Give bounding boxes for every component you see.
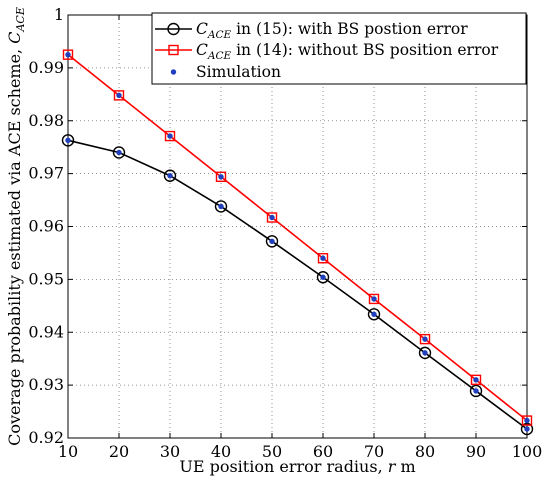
circle-marker xyxy=(316,271,330,284)
legend-box xyxy=(151,12,527,85)
x-tick-label: 60 xyxy=(313,442,333,461)
circle-marker xyxy=(265,235,279,248)
grid-lines xyxy=(68,15,527,438)
square-marker xyxy=(368,293,380,305)
x-tick-label: 50 xyxy=(262,442,282,461)
circle-marker xyxy=(163,169,177,182)
y-tick-label: 0.94 xyxy=(28,322,64,341)
legend-subscript: ACE xyxy=(207,29,232,41)
y-axis-label-symbol: C xyxy=(5,32,24,44)
x-tick-label: 90 xyxy=(466,442,486,461)
square-marker xyxy=(419,333,431,345)
simulation-point xyxy=(218,203,224,210)
legend-subscript: ACE xyxy=(207,50,232,62)
simulation-point xyxy=(473,388,479,394)
square-marker xyxy=(62,49,74,60)
y-tick-label: 0.98 xyxy=(28,111,64,130)
x-axis-label-unit: m xyxy=(395,457,415,476)
simulation-point xyxy=(269,214,275,221)
simulation-point xyxy=(167,133,173,139)
square-marker xyxy=(470,374,482,386)
series-line xyxy=(67,139,528,430)
x-tick-label: 40 xyxy=(211,442,231,461)
simulation-point xyxy=(320,255,326,261)
y-tick-label: 0.96 xyxy=(28,217,64,236)
x-tick-label: 10 xyxy=(58,442,78,461)
y-tick-label: 0.95 xyxy=(28,269,64,288)
legend-text: in (15): with BS postion error xyxy=(231,20,468,38)
x-tick-label: 70 xyxy=(364,442,384,461)
legend-entry: Simulation xyxy=(170,63,281,81)
tick-labels: 10 20 30 40 50 60 70 80 90 100 0.92 0.93 0.94 0.95 0.9… xyxy=(28,5,542,461)
circle-marker xyxy=(214,200,228,213)
series-line xyxy=(67,54,528,422)
square-marker xyxy=(521,415,533,426)
y-axis-label-subscript: ACE xyxy=(14,7,27,32)
y-tick-label: 0.97 xyxy=(28,164,64,183)
circle-marker xyxy=(469,384,483,398)
legend-label: Simulation xyxy=(196,63,281,81)
y-tick-label: 1 xyxy=(54,5,64,24)
square-marker xyxy=(113,90,125,101)
circle-marker xyxy=(520,422,534,436)
circle-marker xyxy=(367,308,381,321)
simulation-point xyxy=(524,426,530,432)
legend-entry: CACE in (14): without BS position error xyxy=(155,41,499,62)
legend-marker xyxy=(170,69,177,75)
legend-marker xyxy=(167,22,180,36)
simulation-point xyxy=(422,350,428,356)
simulation-point xyxy=(269,238,275,245)
simulation-point xyxy=(218,174,224,180)
simulation-point xyxy=(320,274,326,280)
simulation-point xyxy=(116,149,122,156)
circle-marker xyxy=(418,346,432,360)
series-layer xyxy=(61,49,534,436)
y-tick-label: 0.92 xyxy=(28,428,64,447)
square-marker xyxy=(215,171,227,182)
x-tick-label: 80 xyxy=(415,442,435,461)
simulation-point xyxy=(116,92,122,99)
simulation-point xyxy=(371,311,377,317)
simulation-point xyxy=(422,336,428,342)
series-without-bs-error xyxy=(62,49,533,426)
x-tick-label: 20 xyxy=(109,442,129,461)
circle-marker xyxy=(112,146,126,159)
legend-label: CACE in (15): with BS postion error xyxy=(196,20,468,41)
legend: CACE in (15): with BS postion errorCACE … xyxy=(151,12,527,85)
y-tick-label: 0.93 xyxy=(28,375,64,394)
circle-marker xyxy=(61,134,75,147)
square-marker xyxy=(266,212,278,223)
x-tick-label: 30 xyxy=(160,442,180,461)
simulation-point xyxy=(167,173,173,179)
simulation-point xyxy=(65,51,71,58)
y-axis-label: Coverage probability estimated via ACE s… xyxy=(5,7,27,446)
legend-symbol: C xyxy=(196,41,208,59)
square-marker xyxy=(164,130,176,142)
legend-symbol: C xyxy=(196,20,208,38)
x-tick-label: 100 xyxy=(512,442,542,461)
series-simulation xyxy=(65,51,530,432)
simulation-point xyxy=(524,417,530,424)
series-with-bs-error xyxy=(61,134,534,436)
y-axis-label-text: Coverage probability estimated via ACE s… xyxy=(5,44,24,446)
legend-marker xyxy=(168,44,179,56)
legend-label: CACE in (14): without BS position error xyxy=(196,41,499,62)
simulation-point xyxy=(371,296,377,302)
simulation-point xyxy=(65,137,71,144)
legend-text: in (14): without BS position error xyxy=(231,41,499,59)
square-marker xyxy=(317,253,329,264)
x-axis-label-text: UE position error radius, xyxy=(179,457,387,476)
legend-entry: CACE in (15): with BS postion error xyxy=(155,20,468,41)
x-axis-label: UE position error radius, r m xyxy=(179,457,415,476)
simulation-point xyxy=(473,377,479,383)
y-tick-label: 0.99 xyxy=(28,58,64,77)
x-axis-label-var: r xyxy=(388,457,397,476)
